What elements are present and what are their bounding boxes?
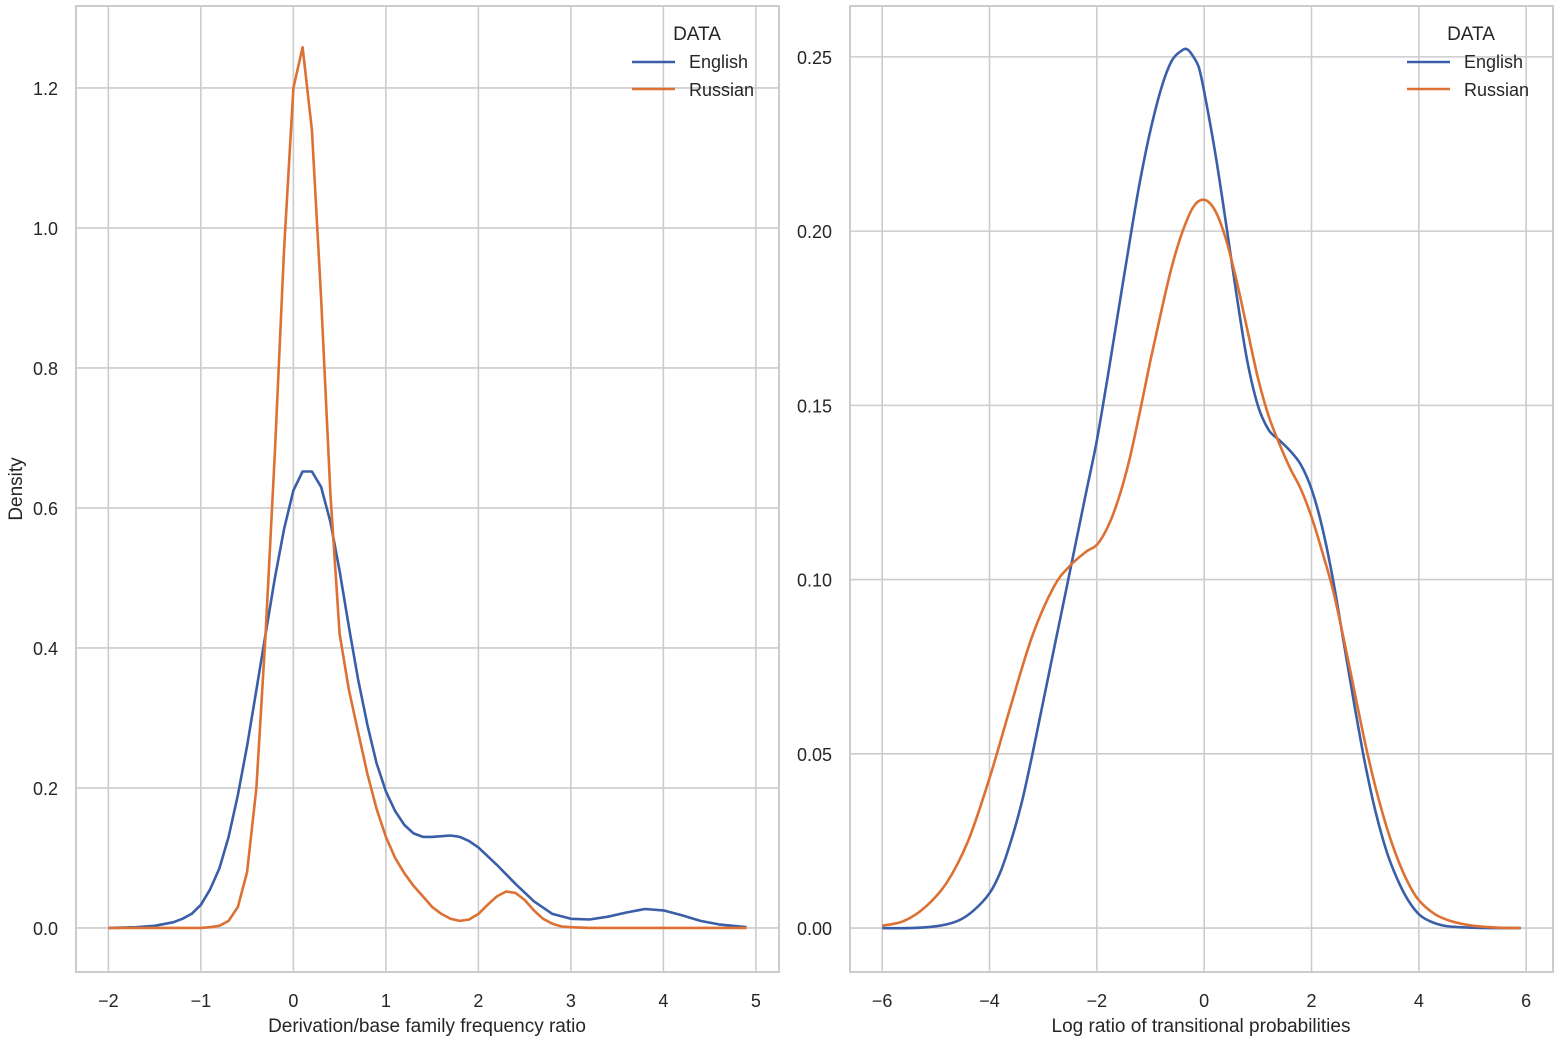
x-tick-label: 2 — [1307, 991, 1317, 1011]
x-tick-label: 0 — [288, 991, 298, 1011]
y-tick-label: 0.0 — [33, 919, 58, 939]
x-tick-label: −4 — [979, 991, 1000, 1011]
y-tick-label: 0.2 — [33, 779, 58, 799]
right-axes-frame — [849, 5, 1554, 973]
x-tick-label: 4 — [658, 991, 668, 1011]
x-tick-label: −6 — [872, 991, 893, 1011]
left-axes-frame — [75, 5, 780, 973]
right-legend-english-label: English — [1464, 52, 1523, 72]
left-grid — [76, 6, 779, 972]
right-english-line — [882, 47, 1521, 930]
x-tick-label: 5 — [751, 991, 761, 1011]
left-y-axis-label: Density — [6, 457, 27, 521]
right-russian-line — [881, 198, 1521, 930]
x-tick-label: −2 — [98, 991, 119, 1011]
x-tick-label: 1 — [381, 991, 391, 1011]
x-tick-label: −2 — [1087, 991, 1108, 1011]
right-x-axis-label: Log ratio of transitional probabilities — [1052, 1016, 1351, 1037]
y-tick-label: 0.05 — [797, 745, 832, 765]
left-series — [108, 46, 747, 930]
left-legend-russian-label: Russian — [689, 80, 754, 100]
x-tick-label: 2 — [473, 991, 483, 1011]
right-grid — [850, 6, 1553, 972]
left-chart-panel: −2 −1 0 1 2 3 4 5 0.0 0.2 0.4 0.6 0.8 1.0 1.2 Derivati… — [6, 5, 780, 1037]
y-tick-label: 0.15 — [797, 396, 832, 416]
x-tick-label: 0 — [1199, 991, 1209, 1011]
right-legend-russian-label: Russian — [1464, 80, 1529, 100]
y-tick-label: 0.25 — [797, 48, 832, 68]
x-tick-label: −1 — [191, 991, 212, 1011]
y-tick-label: 0.8 — [33, 359, 58, 379]
y-tick-label: 1.0 — [33, 219, 58, 239]
x-tick-label: 3 — [566, 991, 576, 1011]
y-tick-label: 0.00 — [797, 919, 832, 939]
left-english-line — [108, 470, 747, 930]
y-tick-label: 0.10 — [797, 571, 832, 591]
right-legend-title: DATA — [1447, 24, 1495, 45]
right-legend: DATA English Russian — [1407, 24, 1529, 100]
right-ticks: −6 −4 −2 0 2 4 6 0.00 0.05 0.10 0.15 0.20 0.25 — [797, 48, 1531, 1011]
right-chart-panel: −6 −4 −2 0 2 4 6 0.00 0.05 0.10 0.15 0.20 0.25 Log r… — [797, 5, 1554, 1037]
left-legend-english-label: English — [689, 52, 748, 72]
y-tick-label: 0.6 — [33, 499, 58, 519]
y-tick-label: 0.4 — [33, 639, 58, 659]
right-series — [881, 47, 1521, 930]
x-tick-label: 4 — [1414, 991, 1424, 1011]
left-x-axis-label: Derivation/base family frequency ratio — [268, 1016, 586, 1037]
y-tick-label: 1.2 — [33, 79, 58, 99]
left-russian-line — [108, 46, 747, 930]
left-legend-title: DATA — [673, 24, 721, 45]
left-legend: DATA English Russian — [632, 24, 754, 100]
left-ticks: −2 −1 0 1 2 3 4 5 0.0 0.2 0.4 0.6 0.8 1.0 1.2 — [33, 79, 761, 1011]
y-tick-label: 0.20 — [797, 222, 832, 242]
x-tick-label: 6 — [1521, 991, 1531, 1011]
